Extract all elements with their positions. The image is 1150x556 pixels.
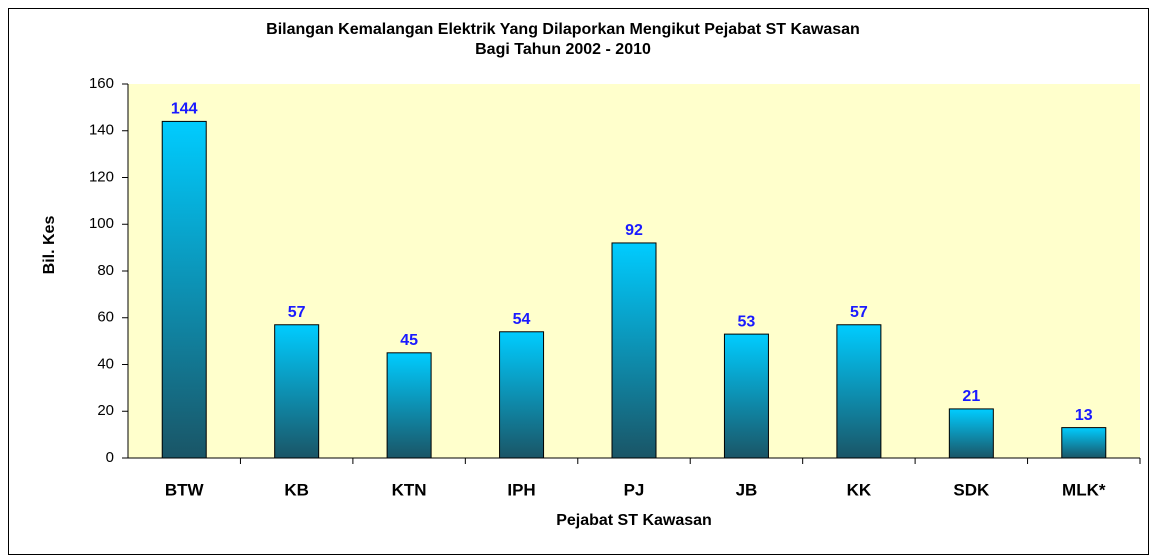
- data-label: 21: [962, 388, 980, 405]
- x-tick-label: KK: [847, 480, 872, 499]
- x-tick-label: BTW: [165, 480, 205, 499]
- x-tick-label: SDK: [953, 480, 990, 499]
- x-tick-label: PJ: [624, 480, 645, 499]
- y-axis-title: Bil. Kes: [41, 216, 58, 275]
- y-tick-label: 60: [97, 309, 114, 326]
- bar: [161, 120, 207, 459]
- bar: [836, 324, 882, 459]
- y-tick-label: 40: [97, 355, 114, 372]
- x-tick-label: MLK*: [1062, 480, 1106, 499]
- data-label: 92: [625, 222, 643, 239]
- bar: [948, 408, 994, 459]
- data-label: 57: [288, 304, 306, 321]
- x-tick-label: KTN: [392, 480, 427, 499]
- data-label: 13: [1075, 407, 1093, 424]
- x-axis-title: Pejabat ST Kawasan: [556, 512, 712, 529]
- data-label: 53: [738, 313, 756, 330]
- y-tick-label: 120: [89, 168, 114, 185]
- bar: [611, 242, 657, 459]
- chart-title: Bilangan Kemalangan Elektrik Yang Dilapo…: [266, 21, 860, 38]
- bar: [499, 331, 545, 459]
- y-tick-label: 80: [97, 262, 114, 279]
- data-label: 144: [171, 101, 198, 118]
- chart-subtitle: Bagi Tahun 2002 - 2010: [475, 41, 651, 58]
- y-tick-label: 0: [106, 449, 114, 466]
- bar: [274, 324, 320, 459]
- x-tick-label: KB: [284, 480, 309, 499]
- bar: [1061, 427, 1107, 459]
- y-tick-label: 20: [97, 402, 114, 419]
- y-tick-label: 100: [89, 215, 114, 232]
- bar: [386, 352, 432, 459]
- y-tick-label: 140: [89, 122, 114, 139]
- data-label: 45: [400, 332, 418, 349]
- x-tick-label: JB: [736, 480, 758, 499]
- bar: [723, 333, 769, 459]
- x-tick-label: IPH: [507, 480, 535, 499]
- data-label: 57: [850, 304, 868, 321]
- data-label: 54: [513, 311, 531, 328]
- y-tick-label: 160: [89, 75, 114, 92]
